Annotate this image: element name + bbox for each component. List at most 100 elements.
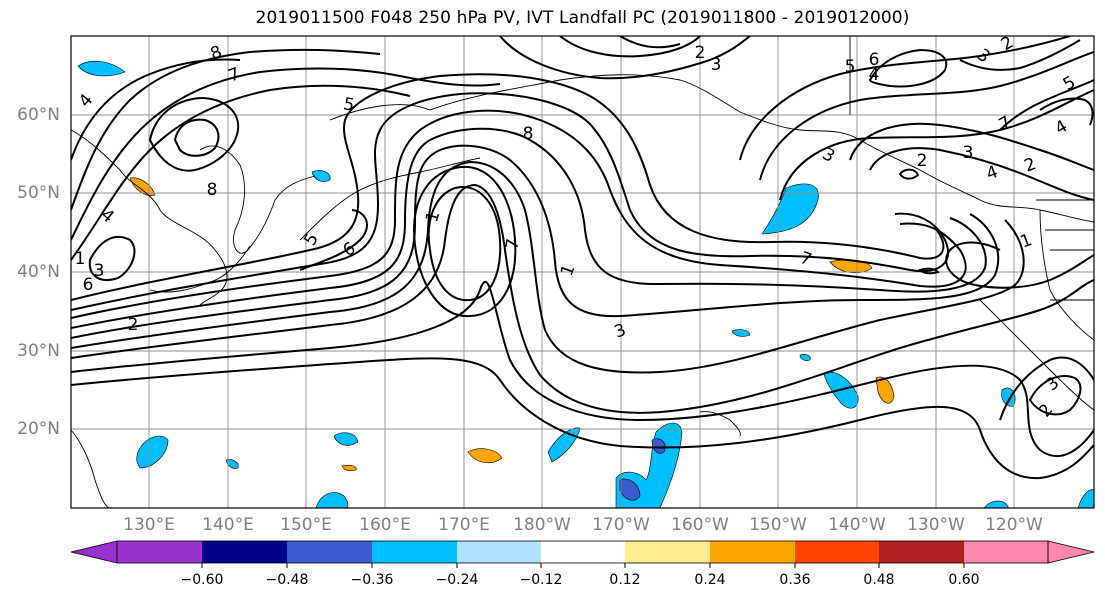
contour-label: 6	[83, 275, 94, 295]
coast-aleutians	[299, 157, 481, 241]
pv-contour	[71, 160, 1025, 374]
pv-contour	[71, 73, 945, 301]
pv-contour	[71, 144, 1000, 339]
pv-contour	[71, 280, 1094, 457]
figure-title: 2019011500 F048 250 hPa PV, IVT Landfall…	[255, 8, 910, 28]
colorbar-segment	[625, 541, 710, 563]
contour-label: 2	[917, 151, 928, 171]
colorbar-segment	[287, 541, 372, 563]
coast-asia	[71, 129, 228, 306]
neg-patch	[311, 170, 331, 182]
pv-contour	[898, 168, 920, 180]
pv-contour	[918, 267, 940, 275]
coast-canada	[1039, 209, 1094, 341]
lat-label: 60°N	[17, 105, 60, 125]
pv-contour	[71, 84, 411, 261]
pv-contour	[619, 36, 681, 49]
colorbar-tick-label: −0.24	[435, 572, 479, 588]
pv-contour	[959, 39, 1081, 71]
pv-contour	[148, 96, 240, 172]
pv-contour	[413, 165, 517, 318]
pv-contour	[739, 36, 1071, 161]
pos-patch	[467, 448, 503, 464]
pos-patch	[875, 376, 895, 404]
lon-label: 150°E	[280, 515, 332, 535]
lat-label: 30°N	[17, 341, 60, 361]
colorbar-ticks	[201, 563, 965, 568]
pv-contour	[869, 147, 1094, 201]
neg-patch	[77, 60, 126, 77]
colorbar-tick-label: −0.48	[265, 572, 309, 588]
lon-label: 130°E	[123, 515, 175, 535]
contour-label: 3	[94, 261, 105, 281]
pv-contour	[849, 122, 1094, 171]
lon-label: 150°W	[749, 515, 807, 535]
colorbar-segment	[202, 541, 287, 563]
contour-label: 2	[128, 315, 139, 335]
lon-label: 160°W	[671, 515, 729, 535]
pv-contour	[999, 79, 1094, 131]
pv-contour	[71, 92, 950, 311]
contour-label: 4	[869, 65, 880, 85]
contour-label: 3	[711, 55, 722, 75]
pv-contour	[999, 356, 1094, 421]
colorbar-tick-label: 0.36	[779, 572, 811, 588]
colorbar	[70, 540, 1095, 568]
pv-contours	[71, 36, 1094, 480]
coast-kamchatka	[199, 145, 316, 254]
contour-label: 3	[963, 143, 974, 163]
lon-label: 130°W	[907, 515, 965, 535]
colorbar-tick-label: 0.12	[609, 572, 641, 588]
lon-label: 170°W	[592, 515, 650, 535]
pv-contour	[71, 58, 241, 161]
pv-contour	[1039, 97, 1094, 126]
pos-patch	[341, 464, 357, 472]
colorbar-segment	[710, 541, 795, 563]
pv-contour	[499, 36, 751, 80]
pv-contour	[71, 127, 987, 329]
colorbar-segment	[457, 541, 541, 563]
pv-contour	[868, 48, 948, 88]
gridlines	[71, 36, 1094, 508]
contour-label: 1	[75, 249, 86, 269]
lat-label: 50°N	[17, 183, 60, 203]
pv-contour	[299, 209, 368, 271]
neg-patch	[333, 432, 359, 446]
lon-label: 140°E	[202, 515, 254, 535]
pv-contour	[71, 109, 967, 319]
contour-label: 8	[207, 180, 218, 200]
neg-patch	[799, 354, 811, 361]
pv-contour	[427, 186, 502, 302]
colorbar-tick-label: 0.48	[863, 572, 895, 588]
pv-contour	[88, 235, 136, 281]
coast-alaska	[429, 74, 1094, 223]
pv-contour	[71, 357, 1094, 480]
colorbar-extend-right	[1047, 540, 1095, 564]
contour-label: 2	[695, 43, 706, 63]
coast-philippines	[71, 429, 111, 508]
pv-contour	[173, 118, 220, 157]
colorbar-extend-left	[70, 540, 118, 564]
contour-label: 7	[502, 237, 524, 251]
neg-patch	[136, 435, 169, 469]
pv-contour	[779, 89, 1094, 201]
neg-patch	[983, 500, 1009, 508]
neg-patch	[1077, 489, 1094, 508]
contour-label: 6	[869, 50, 880, 70]
contour-label: 5	[342, 94, 356, 116]
pv-contour	[71, 67, 501, 241]
colorbar-segment	[541, 541, 625, 563]
neg-patch	[761, 183, 819, 235]
coast-hawaii	[699, 411, 741, 437]
colorbar-border	[116, 540, 1049, 564]
colorbar-segment	[372, 541, 457, 563]
lat-label: 40°N	[17, 262, 60, 282]
pv-contour	[945, 241, 1094, 289]
colorbar-tick-label: 0.60	[948, 572, 980, 588]
lon-label: 180°W	[513, 515, 571, 535]
pv-contour	[71, 48, 381, 211]
colorbar-segment	[964, 541, 1048, 563]
colorbar-segment	[879, 541, 964, 563]
pv-contour	[71, 183, 1094, 414]
